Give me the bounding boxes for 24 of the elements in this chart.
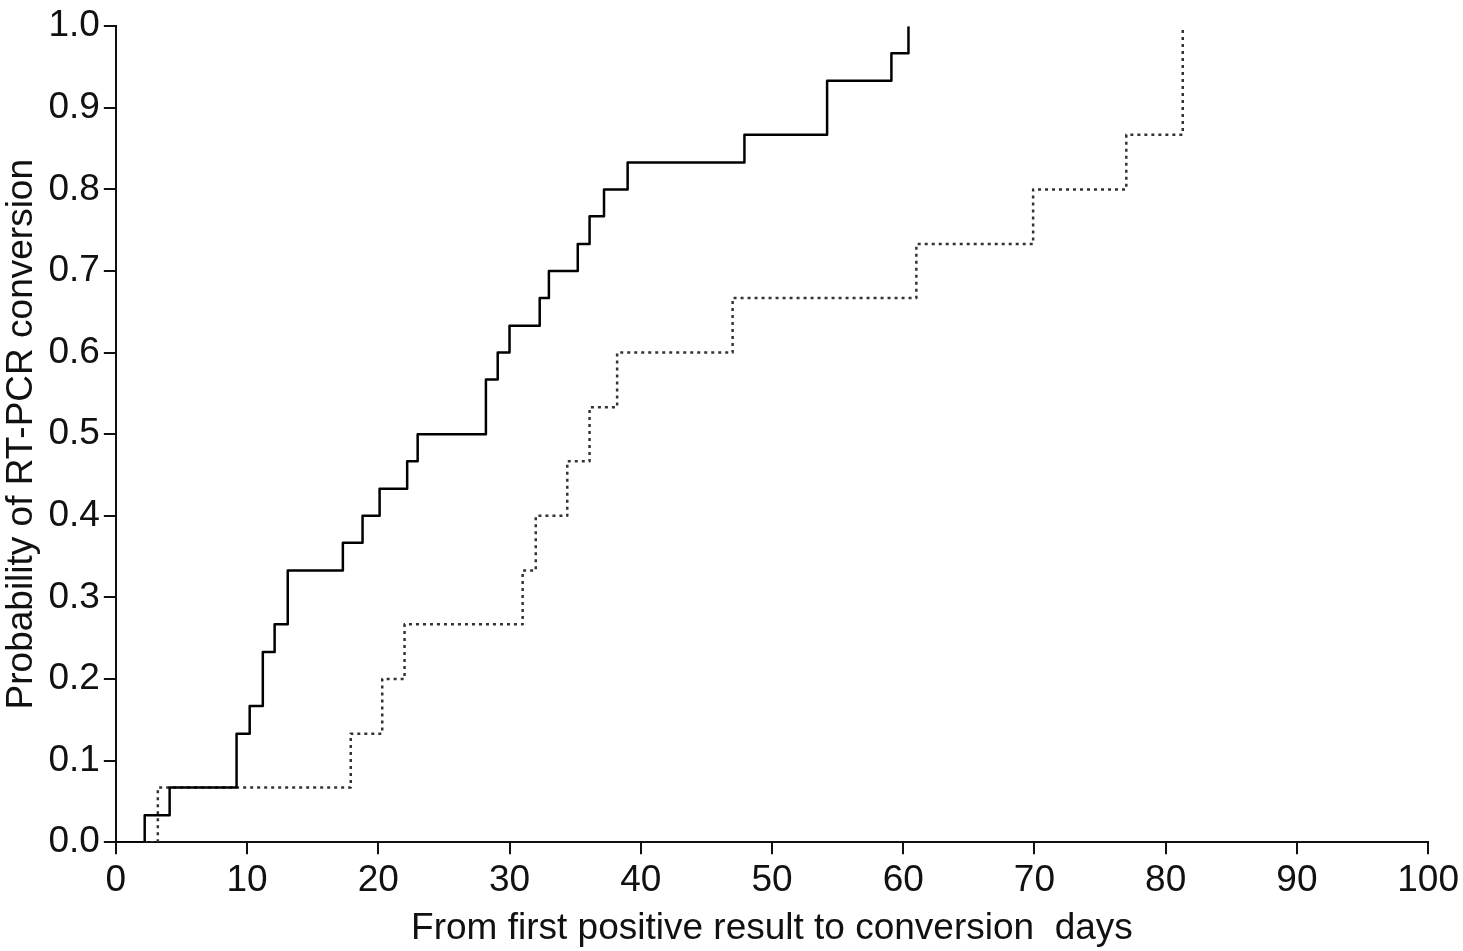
x-tick-label: 60 <box>882 857 924 899</box>
y-tick-label: 0.2 <box>48 656 100 698</box>
x-tick-label: 20 <box>357 857 399 899</box>
y-tick-label: 0.1 <box>48 737 100 779</box>
y-axis-title: Probability of RT-PCR conversion <box>0 158 41 710</box>
x-tick-label: 30 <box>488 857 531 899</box>
x-tick-label: 10 <box>226 857 268 899</box>
x-tick-label: 90 <box>1276 857 1318 899</box>
y-tick-label: 0.0 <box>48 819 100 861</box>
x-tick-label: 70 <box>1013 857 1056 899</box>
x-tick-label: 0 <box>105 857 127 899</box>
x-tick-label: 80 <box>1145 857 1187 899</box>
x-tick-label: 50 <box>751 857 793 899</box>
y-tick-label: 0.6 <box>48 329 100 371</box>
y-tick-label: 0.4 <box>48 493 100 534</box>
x-tick-label: 100 <box>1397 857 1459 899</box>
y-tick-label: 0.9 <box>48 85 100 126</box>
y-tick-label: 0.3 <box>48 574 100 616</box>
y-tick-label: 0.8 <box>48 166 100 208</box>
x-tick-label: 40 <box>620 857 662 899</box>
x-axis-title: From first positive result to conversion days <box>411 906 1133 947</box>
y-tick-label: 0.5 <box>48 411 100 453</box>
y-tick-label: 1.0 <box>48 3 100 45</box>
y-tick-label: 0.7 <box>48 248 100 290</box>
